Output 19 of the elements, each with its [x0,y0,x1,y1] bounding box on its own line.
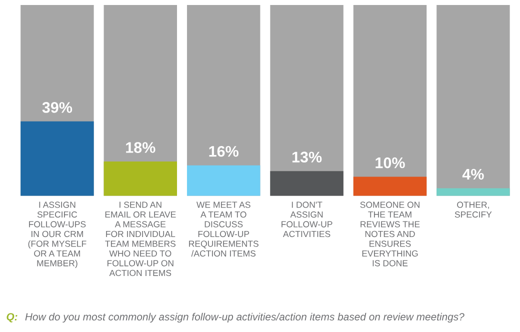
text: How do you most commonly assign follow-up activities/action items based on review meetings? [25,312,464,323]
x-tick-label: SOMEONE ON THE TEAM REVIEWS THE NOTES AND ENSURES EVERYTHING IS DONE [360,202,420,266]
data-label: 16% [209,146,238,157]
x-tick-label: I DON'T ASSIGN FOLLOW-UP ACTIVITIES [282,202,332,238]
x-tick-label: I ASSIGN SPECIFIC FOLLOW-UPS IN OUR CRM (FOR MYSELF OR A TEAM MEMBER) [28,202,86,268]
text: Q: [6,313,18,322]
x-tick-label: I SEND AN EMAIL OR LEAVE A MESSAGE FOR INDIVIDUAL TEAM MEMBERS WHO NEED TO FOLLOW-UP ON ACTION ITEMS [105,202,176,276]
bar [270,171,344,196]
bar [436,188,510,196]
x-tick-label: OTHER, SPECIFY [454,202,492,218]
bar [104,162,178,196]
bar [186,165,260,196]
x-tick-label: WE MEET AS A TEAM TO DISCUSS FOLLOW-UP REQUIREMENTS /ACTION ITEMS [189,202,258,257]
data-label: 10% [376,157,405,168]
data-label: 39% [42,102,72,113]
data-label: 18% [126,142,156,153]
bar [353,176,427,196]
data-label: 4% [462,168,484,180]
data-label: 13% [292,152,322,163]
